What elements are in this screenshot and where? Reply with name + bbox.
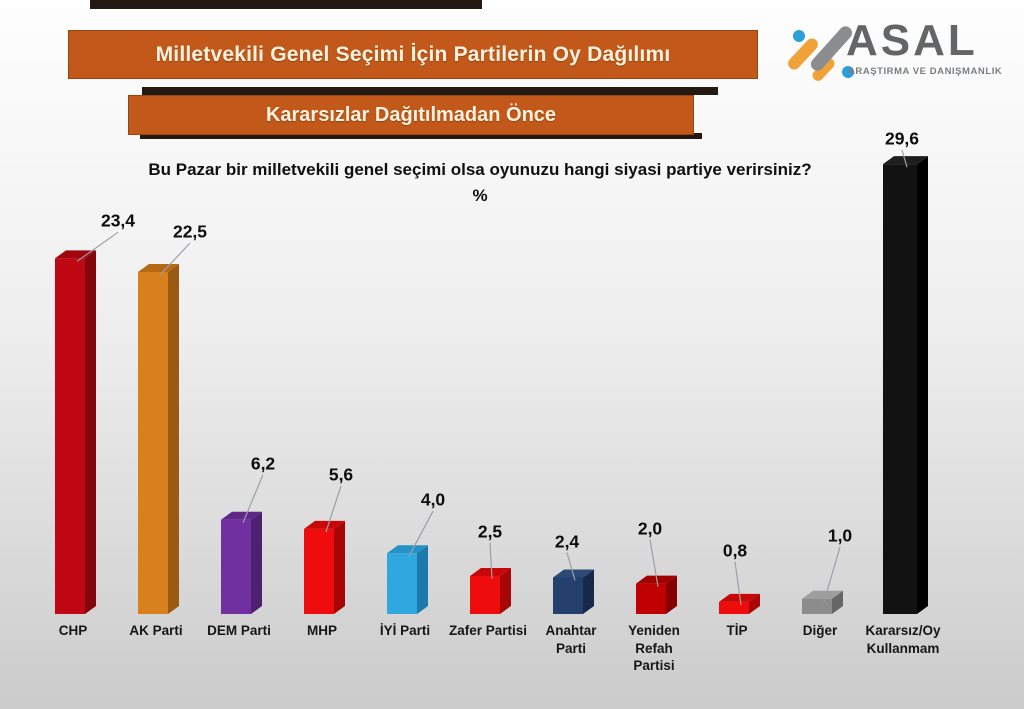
bar-zafer-partisi (470, 568, 511, 614)
bar-diger (802, 590, 843, 614)
logo-blue-dot-icon (793, 30, 805, 42)
value-label-chp: 23,4 (100, 210, 136, 231)
survey-question-text: Bu Pazar bir milletvekili genel seçimi o… (148, 160, 812, 179)
category-label-line: AK Parti (129, 623, 183, 638)
value-label-anahtar-parti: 2,4 (554, 531, 580, 552)
subtitle-bottom-shadow-strip (140, 133, 702, 139)
value-label-yeniden-refah-partisi: 2,0 (637, 518, 663, 539)
category-label-line: Zafer Partisi (448, 623, 528, 638)
leader-line-iyi-parti (408, 510, 434, 557)
value-label-dem-parti: 6,2 (250, 453, 276, 474)
leader-line-chp (76, 231, 119, 262)
category-label-kararsiz-oy-kullanmam: Kararsız/Oy Kullanmam (848, 622, 958, 657)
leader-line-yeniden-refah-partisi (649, 539, 659, 587)
leader-line-zafer-partisi (489, 542, 493, 580)
category-label-line: Kullanmam (866, 640, 940, 656)
category-label-line: Diğer (802, 623, 838, 638)
category-label-tip: TİP (682, 622, 792, 640)
category-label-line: Refah (635, 640, 673, 656)
value-label-kararsiz-oy-kullanmam: 29,6 (884, 128, 920, 149)
bar-ak-parti (138, 264, 179, 614)
leader-line-diger (823, 546, 841, 602)
category-label-line: Partisi (633, 658, 675, 673)
category-label-line: DEM Parti (207, 623, 271, 638)
page-subtitle: Kararsızlar Dağıtılmadan Önce (128, 95, 694, 135)
asal-logo-text: ASAL (846, 16, 978, 65)
leader-line-mhp (325, 485, 342, 533)
value-label-ak-parti: 22,5 (172, 221, 208, 242)
bar-kararsiz-oy-kullanmam (883, 156, 928, 614)
top-shadow-strip (90, 0, 482, 9)
page-title: Milletvekili Genel Seçimi İçin Partileri… (68, 30, 758, 79)
category-label-diger: Diğer (765, 622, 875, 640)
bar-dem-parti (221, 511, 262, 614)
category-label-line: Parti (555, 640, 586, 656)
leader-line-dem-parti (242, 474, 264, 523)
category-label-iyi-parti: İYİ Parti (350, 622, 460, 640)
leader-line-kararsiz-oy-kullanmam (901, 149, 908, 168)
asal-logo-icon (785, 22, 855, 84)
leader-line-tip (734, 561, 742, 605)
bar-anahtar-parti (553, 569, 594, 614)
category-label-line: Yeniden (628, 623, 680, 638)
value-label-tip: 0,8 (722, 540, 748, 561)
value-label-mhp: 5,6 (328, 464, 354, 485)
category-label-mhp: MHP (267, 622, 377, 640)
logo-blue-dot2-icon (842, 66, 854, 78)
category-label-line: Anahtar (545, 623, 597, 638)
bar-chp (55, 250, 96, 614)
category-label-line: MHP (307, 623, 337, 638)
survey-question: Bu Pazar bir milletvekili genel seçimi o… (60, 157, 900, 209)
category-label-ak-parti: AK Parti (101, 622, 211, 640)
category-label-anahtar-parti: Anahtar Parti (516, 622, 626, 657)
category-label-line: TİP (726, 623, 748, 638)
leader-line-anahtar-parti (566, 552, 576, 581)
category-label-line: Kararsız/Oy (865, 623, 941, 638)
category-label-dem-parti: DEM Parti (184, 622, 294, 640)
asal-logo: ASAL ARAŞTIRMA VE DANIŞMANLIK (785, 16, 1016, 84)
unit-percent-label: % (472, 186, 488, 205)
category-label-line: İYİ Parti (379, 623, 431, 638)
value-label-iyi-parti: 4,0 (420, 489, 446, 510)
category-label-line: CHP (58, 623, 88, 638)
bar-mhp (304, 520, 345, 614)
value-label-diger: 1,0 (827, 525, 853, 546)
category-label-zafer-partisi: Zafer Partisi (433, 622, 543, 640)
subtitle-top-shadow-strip (142, 87, 718, 95)
category-label-yeniden-refah-partisi: Yeniden Refah Partisi (599, 622, 709, 675)
category-label-chp: CHP (18, 622, 128, 640)
leader-line-ak-parti (159, 242, 191, 276)
value-label-zafer-partisi: 2,5 (477, 521, 503, 542)
asal-logo-tagline: ARAŞTIRMA VE DANIŞMANLIK (848, 66, 1003, 77)
bar-iyi-parti (387, 545, 428, 614)
